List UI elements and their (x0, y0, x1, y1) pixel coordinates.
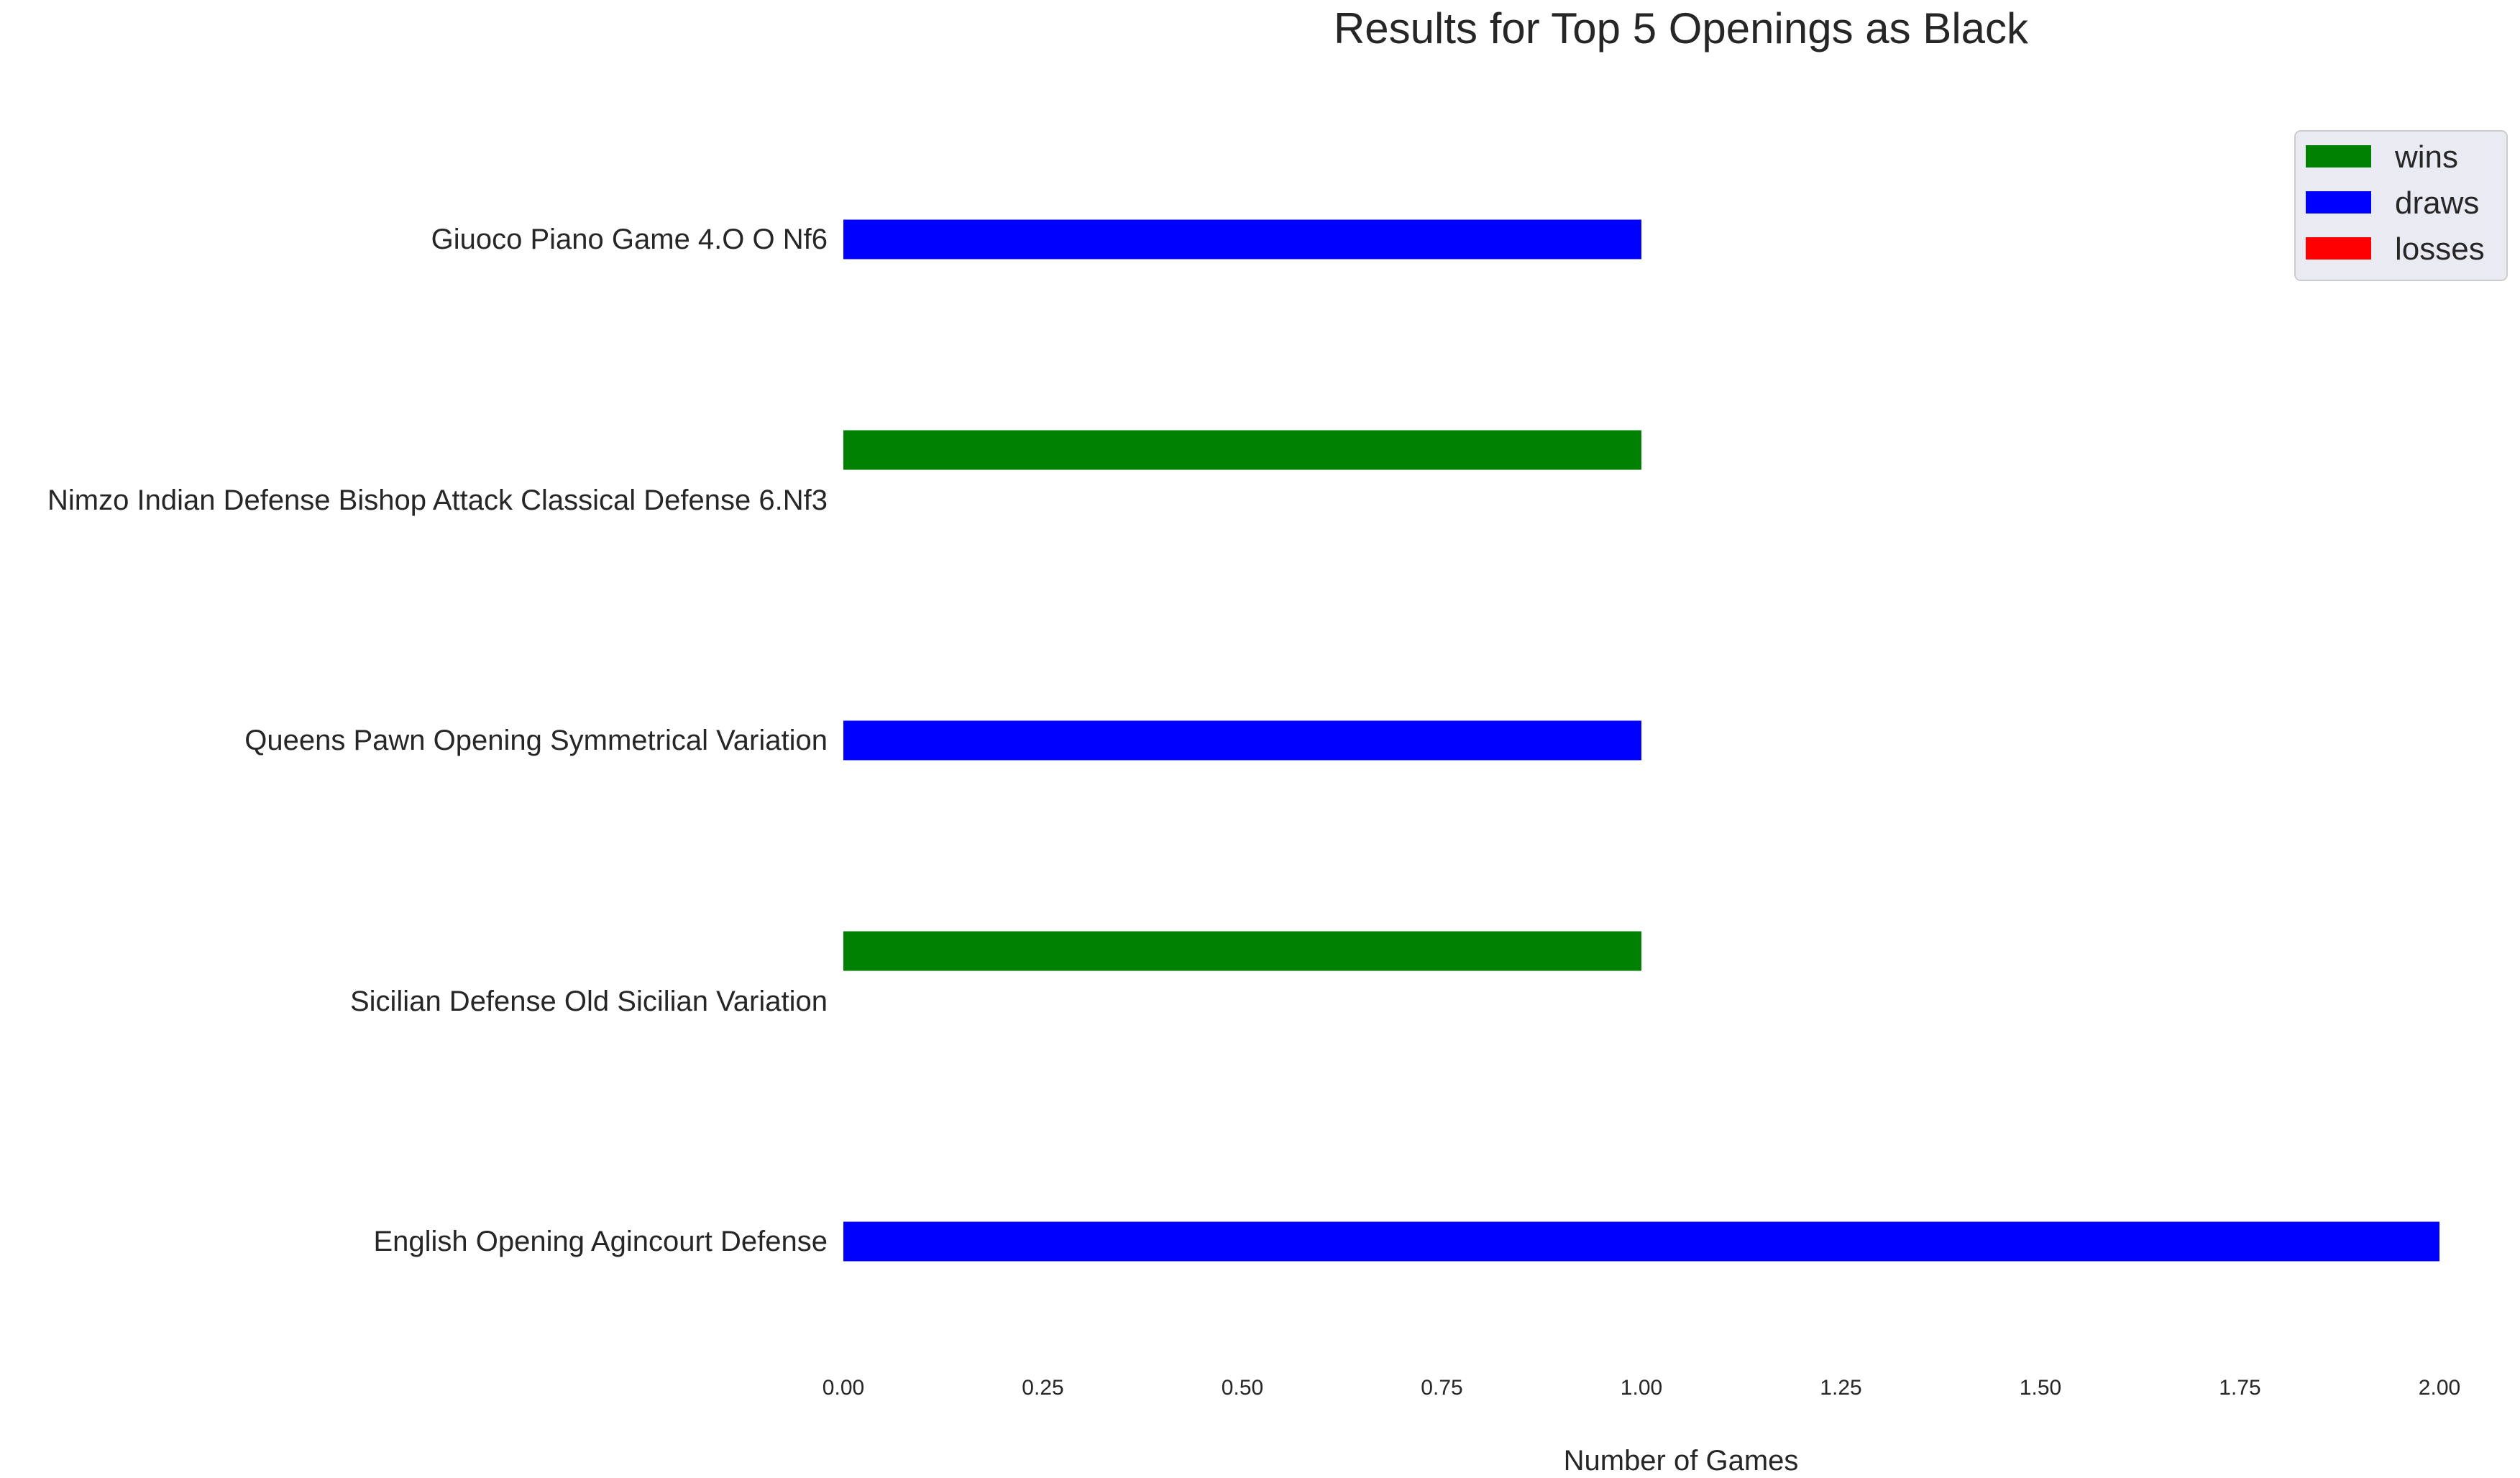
legend-swatch-wins (2306, 145, 2371, 167)
bar-draws (843, 219, 1641, 260)
bar-draws (843, 720, 1641, 761)
bar-wins (843, 430, 1641, 470)
x-axis-ticks: 0.00 0.25 0.50 0.75 1.00 1.25 1.50 1.75 2.00 (823, 1376, 2460, 1400)
legend: wins draws losses (2294, 130, 2508, 281)
legend-swatch-losses (2306, 237, 2371, 260)
bar-wins (843, 931, 1641, 971)
category-label: Giuoco Piano Game 4.O O Nf6 (431, 224, 828, 255)
x-tick-label: 2.00 (2419, 1376, 2460, 1400)
category-label: Nimzo Indian Defense Bishop Attack Class… (47, 485, 828, 516)
x-axis-label: Number of Games (1564, 1445, 1799, 1477)
legend-items: wins draws losses (2306, 139, 2485, 267)
category-label: Sicilian Defense Old Sicilian Variation (350, 986, 828, 1017)
plot-area (843, 219, 2439, 1262)
legend-label-wins: wins (2394, 139, 2458, 175)
category-labels: English Opening Agincourt Defense Sicilia… (47, 224, 828, 1257)
bar-draws (843, 1221, 2439, 1262)
x-tick-label: 1.00 (1621, 1376, 1662, 1400)
x-tick-label: 1.25 (1820, 1376, 1861, 1400)
x-tick-label: 0.00 (823, 1376, 864, 1400)
x-tick-label: 1.75 (2219, 1376, 2260, 1400)
legend-swatch-draws (2306, 191, 2371, 214)
category-label: Queens Pawn Opening Symmetrical Variatio… (244, 725, 828, 756)
chart-title: Results for Top 5 Openings as Black (1334, 4, 2029, 52)
x-tick-label: 0.25 (1022, 1376, 1063, 1400)
x-tick-label: 1.50 (2020, 1376, 2061, 1400)
x-tick-label: 0.50 (1222, 1376, 1263, 1400)
legend-label-draws: draws (2395, 185, 2479, 221)
category-label: English Opening Agincourt Defense (373, 1226, 828, 1257)
legend-label-losses: losses (2395, 231, 2485, 267)
x-tick-label: 0.75 (1421, 1376, 1462, 1400)
